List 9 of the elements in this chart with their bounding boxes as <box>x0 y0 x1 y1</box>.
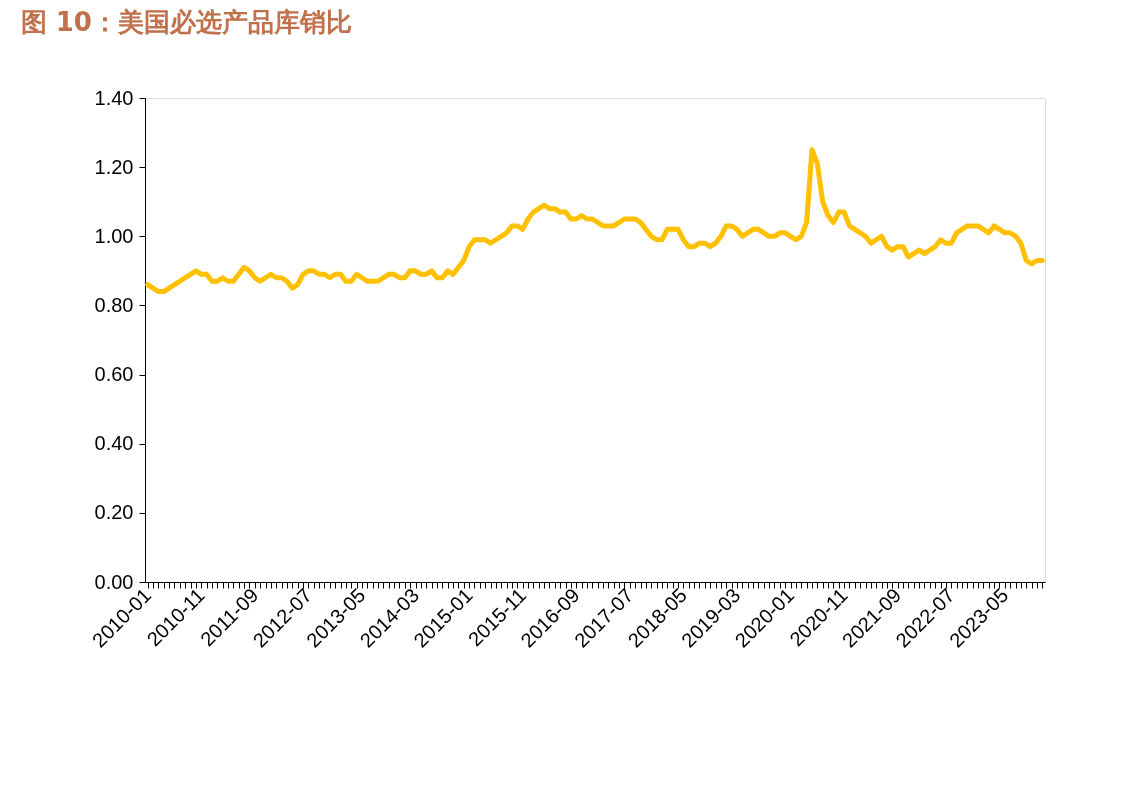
y-tick-label: 0.20 <box>94 501 134 524</box>
y-tick-label: 0.60 <box>94 363 134 386</box>
y-tick-label: 0.40 <box>94 432 134 455</box>
y-tick-label: 0.80 <box>94 293 134 316</box>
y-tick-label: 1.00 <box>94 224 134 247</box>
chart-title: 图 10：美国必选产品库销比 <box>20 7 352 37</box>
y-tick-label: 0.00 <box>94 570 134 593</box>
y-tick-label: 1.20 <box>94 155 134 178</box>
y-tick-label: 1.40 <box>94 86 134 109</box>
